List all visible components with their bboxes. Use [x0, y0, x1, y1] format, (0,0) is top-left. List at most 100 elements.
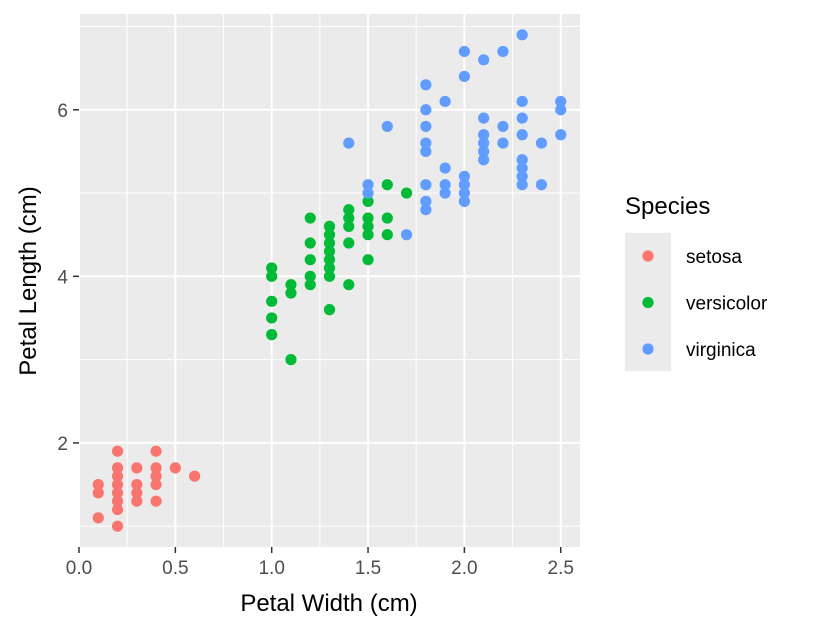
- point-virginica: [420, 195, 432, 207]
- point-versicolor: [400, 187, 413, 199]
- point-setosa: [92, 512, 104, 524]
- point-virginica: [516, 162, 528, 174]
- point-versicolor: [323, 270, 336, 282]
- data-points: [92, 29, 567, 532]
- point-versicolor: [381, 212, 393, 224]
- point-setosa: [150, 470, 162, 482]
- point-setosa: [189, 470, 201, 482]
- point-virginica: [516, 154, 528, 166]
- x-tick-label: 1.5: [355, 558, 381, 579]
- point-versicolor: [362, 195, 374, 207]
- point-setosa: [150, 462, 162, 474]
- point-versicolor: [304, 237, 316, 249]
- point-setosa: [150, 478, 162, 491]
- point-versicolor: [304, 270, 316, 282]
- point-setosa: [169, 462, 181, 474]
- point-versicolor: [323, 220, 336, 232]
- legend-key-virginica: [642, 343, 654, 355]
- point-setosa: [111, 520, 124, 532]
- point-setosa: [111, 445, 124, 457]
- x-axis: 0.0 0.5 1.0 1.5 2.0 2.5: [66, 547, 574, 579]
- point-virginica: [420, 137, 432, 149]
- point-virginica: [420, 179, 432, 191]
- point-versicolor: [362, 212, 374, 224]
- x-axis-title: Petal Width (cm): [240, 590, 417, 617]
- point-virginica: [458, 195, 470, 207]
- point-virginica: [516, 170, 528, 182]
- minor-gridlines: [79, 14, 580, 547]
- point-virginica: [516, 95, 528, 108]
- point-versicolor: [343, 279, 355, 291]
- point-virginica: [516, 129, 528, 141]
- point-setosa: [111, 487, 124, 499]
- point-versicolor: [362, 220, 374, 232]
- point-setosa: [111, 462, 124, 474]
- point-virginica: [516, 112, 528, 124]
- point-versicolor: [304, 254, 316, 266]
- point-versicolor: [343, 220, 355, 232]
- point-virginica: [535, 179, 548, 191]
- point-versicolor: [381, 229, 393, 241]
- point-versicolor: [362, 254, 374, 266]
- point-versicolor: [343, 212, 355, 224]
- x-tick-label: 0.0: [66, 558, 92, 579]
- legend: Species setosa versicolor virginica: [625, 193, 768, 371]
- y-axis: 2 4 6: [57, 101, 79, 455]
- point-versicolor: [285, 279, 297, 291]
- point-virginica: [343, 137, 355, 149]
- point-versicolor: [266, 262, 278, 274]
- point-versicolor: [266, 329, 278, 341]
- point-versicolor: [343, 237, 355, 249]
- legend-key-versicolor: [642, 296, 654, 309]
- point-versicolor: [285, 354, 297, 366]
- point-virginica: [555, 95, 567, 108]
- point-versicolor: [323, 245, 336, 257]
- point-versicolor: [304, 279, 316, 291]
- point-versicolor: [266, 312, 278, 324]
- point-setosa: [131, 462, 143, 474]
- point-versicolor: [323, 237, 336, 249]
- x-tick-label: 2.0: [451, 558, 477, 579]
- legend-items: setosa versicolor virginica: [642, 247, 768, 361]
- point-versicolor: [362, 229, 374, 241]
- point-setosa: [150, 445, 162, 457]
- point-virginica: [478, 154, 490, 166]
- point-setosa: [131, 495, 143, 507]
- point-setosa: [111, 503, 124, 516]
- point-virginica: [497, 120, 509, 133]
- x-tick-label: 1.0: [258, 558, 284, 579]
- point-setosa: [131, 478, 143, 491]
- point-versicolor: [323, 304, 336, 316]
- point-virginica: [439, 95, 451, 108]
- point-versicolor: [266, 295, 278, 307]
- point-virginica: [420, 104, 432, 116]
- point-virginica: [497, 45, 509, 58]
- point-setosa: [111, 478, 124, 491]
- point-versicolor: [323, 262, 336, 274]
- legend-label-setosa: setosa: [686, 247, 742, 268]
- point-setosa: [111, 470, 124, 482]
- point-virginica: [420, 79, 432, 91]
- point-virginica: [478, 112, 490, 124]
- point-versicolor: [343, 204, 355, 216]
- point-virginica: [478, 54, 490, 66]
- legend-label-virginica: virginica: [686, 340, 756, 361]
- point-virginica: [478, 145, 490, 158]
- point-versicolor: [266, 270, 278, 282]
- point-virginica: [516, 179, 528, 191]
- point-virginica: [439, 179, 451, 191]
- point-virginica: [362, 179, 374, 191]
- point-virginica: [555, 129, 567, 141]
- y-tick-label: 6: [57, 101, 68, 122]
- point-setosa: [150, 495, 162, 507]
- point-virginica: [458, 45, 470, 58]
- point-versicolor: [381, 179, 393, 191]
- x-tick-label: 2.5: [548, 558, 574, 579]
- point-virginica: [478, 137, 490, 149]
- legend-title: Species: [625, 193, 710, 220]
- point-virginica: [458, 179, 470, 191]
- point-virginica: [362, 187, 374, 199]
- legend-label-versicolor: versicolor: [686, 294, 768, 315]
- x-tick-label: 0.5: [162, 558, 188, 579]
